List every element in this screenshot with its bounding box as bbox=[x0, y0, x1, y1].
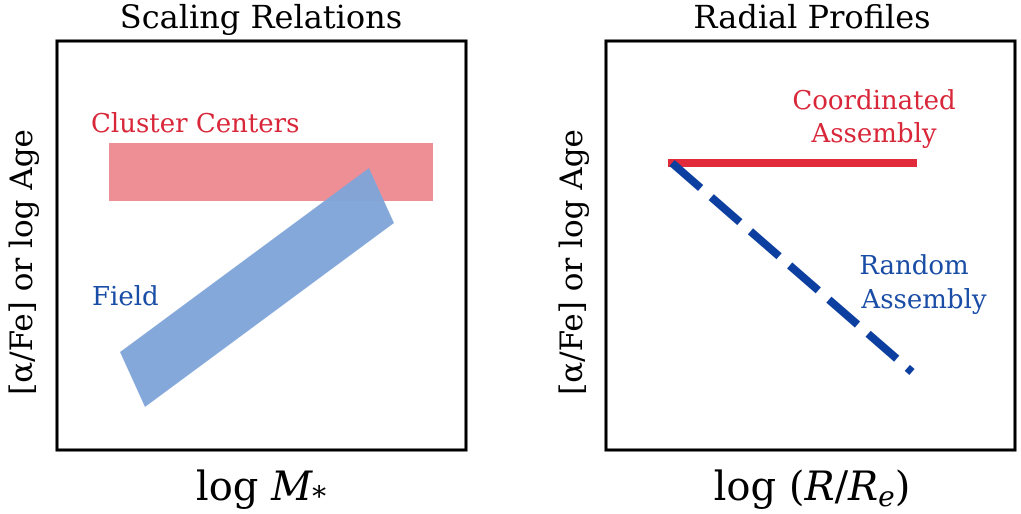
coordinated-label-line1: Coordinated bbox=[792, 86, 955, 116]
right-panel-xlabel: log (R/Re) bbox=[714, 464, 911, 513]
random-label-line1: Random bbox=[859, 251, 968, 281]
left-panel-xlabel: log M* bbox=[196, 464, 326, 513]
right-xlabel-var1: R bbox=[803, 464, 834, 510]
right-xlabel-main: log ( bbox=[714, 464, 805, 510]
field-label: Field bbox=[92, 282, 159, 312]
scaling-relations-panel: Scaling Relations [α/Fe] or log Age Clus… bbox=[4, 0, 468, 513]
right-xlabel-close: ) bbox=[895, 464, 911, 510]
right-xlabel-slash: / bbox=[835, 464, 849, 510]
left-panel-title: Scaling Relations bbox=[120, 0, 402, 36]
right-xlabel-var2: R bbox=[847, 464, 878, 510]
right-panel-frame bbox=[604, 39, 1017, 452]
random-assembly-line bbox=[669, 159, 915, 376]
right-panel-ylabel: [α/Fe] or log Age bbox=[554, 129, 590, 395]
left-xlabel-main: log bbox=[196, 464, 271, 510]
left-xlabel-sub: * bbox=[312, 480, 326, 513]
radial-profiles-panel: Radial Profiles [α/Fe] or log Age Coordi… bbox=[554, 0, 1017, 513]
field-band bbox=[120, 168, 394, 407]
cluster-centers-label: Cluster Centers bbox=[91, 109, 299, 139]
random-label-line2: Assembly bbox=[860, 285, 986, 315]
right-panel-title: Radial Profiles bbox=[693, 0, 930, 36]
left-panel-ylabel: [α/Fe] or log Age bbox=[4, 129, 40, 395]
left-panel-frame bbox=[55, 39, 468, 452]
coordinated-label-line2: Assembly bbox=[810, 119, 936, 149]
right-xlabel-sub: e bbox=[878, 480, 895, 513]
left-xlabel-var: M bbox=[270, 464, 313, 510]
cluster-centers-band bbox=[109, 143, 433, 201]
